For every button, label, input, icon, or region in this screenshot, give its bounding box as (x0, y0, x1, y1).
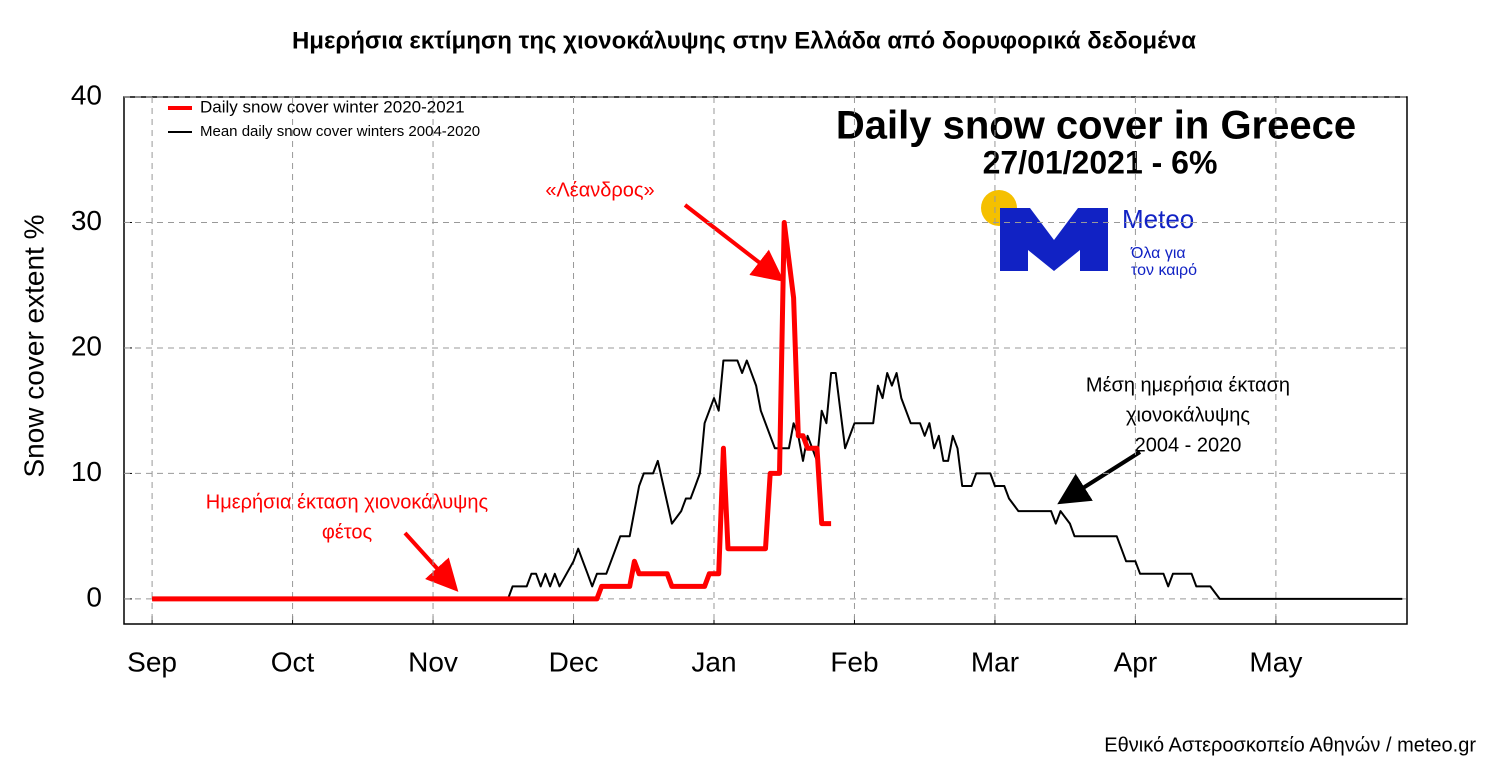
x-tick-label: Dec (549, 646, 599, 677)
annotation: «Λέανδρος» (545, 179, 654, 201)
annotation: 2004 - 2020 (1135, 434, 1242, 456)
footer: Εθνικό Αστεροσκοπείο Αθηνών / meteo.gr (1104, 734, 1476, 756)
annotation: Ημερήσια έκταση χιονοκάλυψης (206, 491, 489, 513)
x-tick-label: Feb (830, 646, 878, 677)
legend-label: Daily snow cover winter 2020-2021 (200, 97, 465, 116)
y-axis-label: Snow cover extent % (18, 214, 49, 477)
x-tick-label: Apr (1114, 646, 1158, 677)
annotation: Μέση ημερήσια έκταση (1086, 374, 1290, 396)
legend-label: Mean daily snow cover winters 2004-2020 (200, 123, 480, 140)
y-tick-label: 40 (71, 79, 102, 110)
y-tick-label: 30 (71, 205, 102, 236)
page-title: Ημερήσια εκτίμηση της χιονοκάλυψης στην … (292, 27, 1196, 54)
x-tick-label: Mar (971, 646, 1019, 677)
y-tick-label: 0 (86, 581, 102, 612)
arrow (1057, 450, 1142, 505)
x-tick-label: Nov (408, 646, 458, 677)
chart-subtitle: 27/01/2021 - 6% (983, 144, 1218, 180)
arrow (403, 531, 459, 592)
arrow (683, 203, 785, 282)
annotation: φέτος (322, 521, 373, 543)
x-tick-label: Oct (271, 646, 315, 677)
annotation: χιονοκάλυψης (1126, 404, 1250, 426)
series-line (152, 359, 1403, 600)
x-tick-label: Sep (127, 646, 177, 677)
logo: Meteo Όλα για τον καιρό (981, 190, 1197, 279)
y-tick-label: 20 (71, 330, 102, 361)
logo-mark (1000, 208, 1108, 271)
x-tick-label: Jan (691, 646, 736, 677)
series-line (152, 220, 832, 602)
chart-title: Daily snow cover in Greece (836, 104, 1356, 148)
x-tick-label: May (1249, 646, 1302, 677)
logo-name: Meteo (1122, 204, 1194, 234)
logo-tagline: Όλα για (1130, 245, 1186, 262)
logo-tagline: τον καιρό (1131, 262, 1197, 279)
y-tick-label: 10 (71, 456, 102, 487)
